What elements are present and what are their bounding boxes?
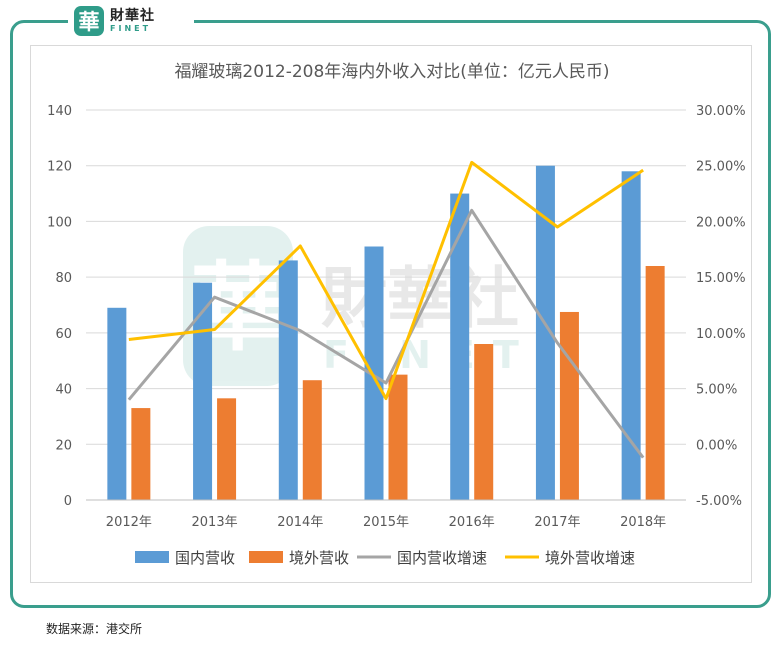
legend-domestic-revenue-swatch <box>135 551 169 563</box>
legend-overseas-revenue-label: 境外营收 <box>289 549 349 567</box>
axis-layer: 0 20 40 60 80 100 120 140 -5.00% 0.00% 5.00% 10.00%… <box>47 104 745 530</box>
x-tick-label: 2015年 <box>363 515 409 530</box>
logo-en: FINET <box>110 24 152 33</box>
legend-layer: 国内营收 境外营收 国内营收增速 境外营收增速 <box>135 549 635 567</box>
bar-domestic-revenue <box>621 171 641 500</box>
logo-cn: 財華社 <box>110 8 155 24</box>
x-tick-label: 2014年 <box>277 515 323 530</box>
chart-title: 福耀玻璃2012-208年海内外收入对比(单位：亿元人民币) <box>174 62 609 82</box>
watermark-en: FINET <box>323 333 537 377</box>
x-tick-label: 2016年 <box>449 515 495 530</box>
bar-domestic-revenue <box>450 193 470 501</box>
logo-text: 財華社 FINET <box>110 9 155 33</box>
bar-overseas-revenue <box>217 398 237 500</box>
x-tick-label: 2012年 <box>106 515 152 530</box>
bar-domestic-revenue <box>193 282 213 500</box>
y-right-tick-label: 15.00% <box>696 271 746 286</box>
y-left-tick-label: 140 <box>47 104 72 119</box>
watermark-cn: 財華社 <box>321 260 519 337</box>
chart-svg: 華 財華社 FINET 福耀玻璃2012-208年海内外收入对比(单位：亿元人民… <box>47 62 745 567</box>
y-left-tick-label: 120 <box>47 160 72 175</box>
legend-overseas-growth-label: 境外营收增速 <box>545 549 635 567</box>
y-right-tick-label: 25.00% <box>696 160 746 175</box>
bar-overseas-revenue <box>559 311 579 500</box>
y-left-tick-label: 60 <box>55 327 72 342</box>
y-left-tick-label: 0 <box>64 494 72 509</box>
y-right-tick-label: -5.00% <box>696 494 742 509</box>
y-left-tick-label: 40 <box>55 383 72 398</box>
bar-layer <box>107 165 665 501</box>
bar-domestic-revenue <box>535 165 555 500</box>
y-left-tick-label: 80 <box>55 271 72 286</box>
line-overseas-growth <box>128 160 644 401</box>
y-right-tick-label: 0.00% <box>696 438 737 453</box>
bar-overseas-revenue <box>388 374 408 500</box>
bar-overseas-revenue <box>474 344 494 500</box>
bar-overseas-revenue <box>131 408 151 500</box>
source-note: 数据来源：港交所 <box>46 622 143 636</box>
y-right-tick-label: 20.00% <box>696 215 746 230</box>
x-tick-label: 2018年 <box>620 515 666 530</box>
x-tick-label: 2013年 <box>192 515 238 530</box>
y-left-tick-label: 100 <box>47 215 72 230</box>
bar-overseas-revenue <box>302 380 322 500</box>
x-tick-label: 2017年 <box>534 515 580 530</box>
y-right-tick-label: 30.00% <box>696 104 746 119</box>
legend-domestic-revenue-label: 国内营收 <box>175 549 235 567</box>
y-left-tick-label: 20 <box>55 438 72 453</box>
legend-domestic-growth-label: 国内营收增速 <box>397 549 487 567</box>
y-right-tick-label: 5.00% <box>696 383 737 398</box>
y-right-tick-label: 10.00% <box>696 327 746 342</box>
line-layer <box>127 160 645 459</box>
bar-domestic-revenue <box>364 246 384 500</box>
legend-overseas-revenue-swatch <box>249 551 283 563</box>
logo-mark: 華 <box>74 6 104 36</box>
line-domestic-growth <box>127 208 645 459</box>
chart-container: 華 財華社 FINET 福耀玻璃2012-208年海内外收入对比(单位：亿元人民… <box>30 45 752 583</box>
finet-logo: 華 財華社 FINET <box>68 2 194 40</box>
bar-domestic-revenue <box>107 307 127 500</box>
outer-frame <box>10 20 771 608</box>
bar-overseas-revenue <box>645 266 665 500</box>
bar-domestic-revenue <box>278 260 298 500</box>
